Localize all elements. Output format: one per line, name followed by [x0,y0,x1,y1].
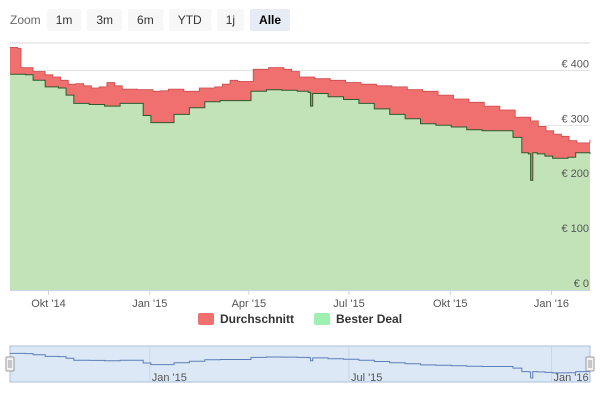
legend: Durchschnitt Bester Deal [198,312,402,326]
zoom-1y-button[interactable]: 1j [216,9,245,31]
x-tick-label: Okt '14 [31,298,66,310]
navigator-right-handle[interactable] [585,356,595,372]
bester-deal-line [10,73,591,181]
x-tick-label: Jul '15 [333,298,364,310]
zoom-1m-button[interactable]: 1m [46,9,82,31]
navigator-tick-label: Jul '15 [351,372,382,384]
zoom-label: Zoom [10,13,41,27]
bester-deal-area [10,74,590,290]
handle-grip [5,356,15,372]
zoom-ytd-button[interactable]: YTD [168,9,211,31]
series-areas [10,47,591,291]
y-tick-label: € 400 [561,58,589,70]
navigator-mask [9,345,591,383]
legend-label: Bester Deal [336,312,402,326]
legend-item-bester-deal[interactable]: Bester Deal [314,312,402,326]
x-tick-label: Jan '16 [534,298,569,310]
y-tick-label: € 0 [574,278,589,290]
navigator-tick-label: Jan '15 [152,372,187,384]
legend-item-durchschnitt[interactable]: Durchschnitt [198,312,294,326]
x-tick-label: Okt '15 [433,298,468,310]
legend-swatch [314,313,330,325]
x-tick-label: Jan '15 [132,298,167,310]
y-tick-label: € 200 [561,168,589,180]
y-tick-label: € 300 [561,113,589,125]
x-axis: Okt '14 Jan '15 Apr '15 Jul '15 Okt '15 Jan '… [10,290,590,310]
handle-grip [585,356,595,372]
durchschnitt-line [10,47,591,144]
navigator-series-line [10,352,591,379]
zoom-all-button[interactable]: Alle [250,9,291,31]
zoom-bar: Zoom 1m 3m 6m YTD 1j Alle [0,8,296,32]
navigator-left-handle[interactable] [5,356,15,372]
navigator-tick-label: Jan '16 [553,372,588,384]
zoom-6m-button[interactable]: 6m [128,9,163,31]
y-tick-label: € 100 [561,223,589,235]
legend-label: Durchschnitt [220,312,294,326]
zoom-3m-button[interactable]: 3m [87,9,123,31]
x-tick-label: Apr '15 [232,298,267,310]
y-axis: € 0 € 100 € 200 € 300 € 400 [561,58,589,290]
navigator[interactable]: Jan '15 Jul '15 Jan '16 [5,345,595,384]
legend-swatch [198,313,214,325]
